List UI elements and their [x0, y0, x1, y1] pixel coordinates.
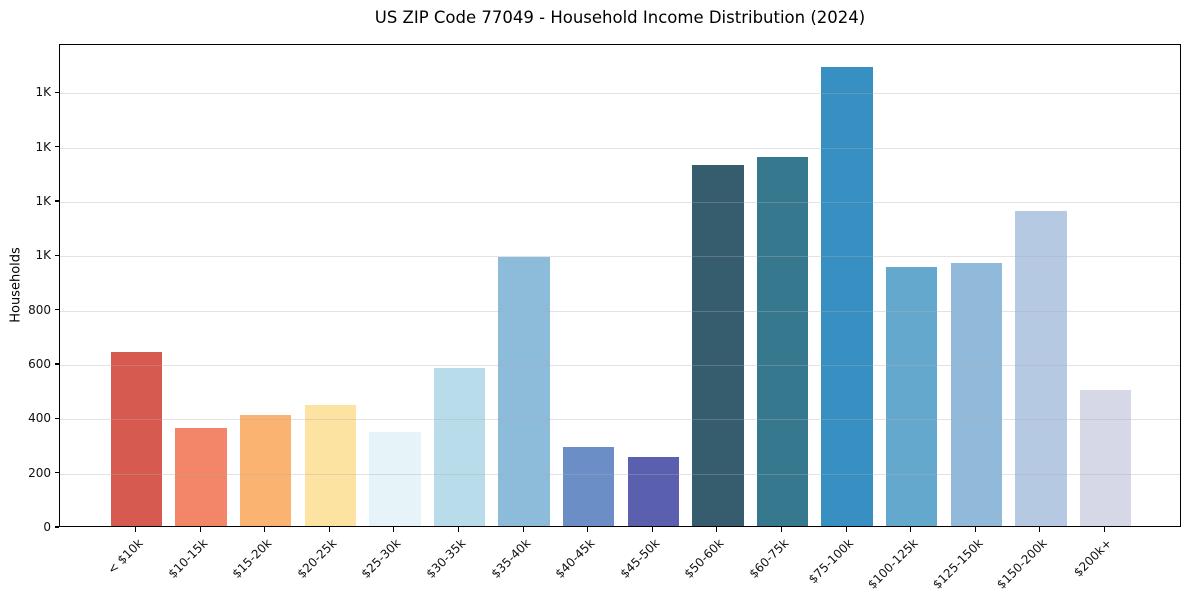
y-tick-mark — [54, 526, 59, 528]
gridline-200 — [60, 473, 1180, 475]
gridline-400 — [60, 419, 1180, 421]
x-tick-mark — [457, 527, 460, 532]
y-tick-label: 1K — [35, 248, 51, 263]
x-tick-mark — [587, 527, 589, 532]
gridline-1200 — [60, 202, 1180, 204]
bar-$25-30k — [369, 432, 421, 526]
x-tick-label: $15-20k — [229, 536, 275, 581]
x-tick-mark — [199, 527, 201, 532]
y-tick-mark — [54, 146, 59, 148]
x-tick-label: $50-60k — [681, 536, 727, 581]
y-tick-label: 1K — [35, 85, 51, 100]
x-tick-label: < $10k — [104, 536, 146, 577]
gridline-1400 — [60, 147, 1180, 149]
y-tick-mark — [54, 417, 59, 419]
x-tick-label: $40-45k — [552, 536, 598, 581]
x-tick-mark — [716, 527, 718, 532]
x-tick-mark — [134, 527, 137, 532]
plot-area — [59, 44, 1181, 527]
x-tick-label: $100-125k — [864, 536, 921, 590]
y-tick-mark — [54, 200, 59, 202]
y-tick-label: 200 — [28, 465, 51, 480]
y-tick-label: 1K — [35, 194, 51, 209]
bar-$15-20k — [239, 414, 292, 526]
y-tick-label: 600 — [28, 357, 51, 371]
x-tick-label: $75-100k — [805, 536, 857, 587]
x-tick-label: $45-50k — [617, 536, 663, 581]
x-tick-label: $150-200k — [994, 536, 1050, 590]
bar-$150-200k — [1015, 210, 1067, 526]
x-tick-label: $35-40k — [488, 536, 534, 581]
bar-$200k+ — [1079, 390, 1132, 526]
bar-$30-35k — [433, 368, 486, 526]
y-tick-label: 1K — [35, 139, 51, 154]
bar-$10-15k — [175, 428, 227, 526]
bar-$75-100k — [821, 66, 873, 526]
x-tick-mark — [780, 527, 783, 532]
gridline-800 — [60, 310, 1180, 312]
x-tick-mark — [651, 527, 653, 532]
gridline-1000 — [60, 256, 1180, 258]
x-tick-mark — [264, 527, 266, 532]
x-tick-mark — [1103, 527, 1106, 532]
chart-title: US ZIP Code 77049 - Household Income Dis… — [374, 8, 866, 27]
x-tick-mark — [1039, 527, 1041, 532]
x-tick-label: $30-35k — [423, 536, 469, 581]
bar-$45-50k — [627, 456, 680, 526]
bar-< $10k — [110, 352, 163, 526]
gridline-1600 — [60, 93, 1180, 95]
bar-$100-125k — [885, 266, 938, 526]
y-tick-mark — [54, 363, 59, 365]
x-tick-label: $200k+ — [1070, 536, 1115, 580]
y-tick-label: 400 — [28, 411, 51, 426]
x-tick-mark — [522, 527, 524, 532]
x-tick-mark — [910, 527, 912, 532]
y-tick-mark — [54, 472, 59, 474]
x-tick-label: $125-150k — [929, 536, 986, 590]
x-tick-label: $20-25k — [294, 536, 340, 581]
x-tick-label: $25-30k — [358, 536, 404, 581]
bar-$125-150k — [950, 262, 1003, 526]
bar-$60-75k — [756, 156, 809, 526]
x-tick-mark — [845, 527, 847, 532]
y-tick-label: 800 — [28, 302, 51, 317]
x-tick-mark — [328, 527, 330, 532]
bar-$40-45k — [562, 447, 615, 526]
bar-$35-40k — [498, 257, 550, 526]
x-tick-mark — [974, 527, 976, 532]
x-tick-mark — [393, 527, 395, 532]
gridline-600 — [60, 365, 1180, 366]
x-tick-label: $60-75k — [746, 536, 792, 581]
y-tick-mark — [54, 309, 59, 311]
y-tick-label: 0 — [43, 520, 51, 534]
bar-$50-60k — [692, 164, 744, 526]
bar-$20-25k — [304, 405, 357, 526]
y-tick-mark — [54, 254, 59, 256]
y-tick-mark — [54, 91, 59, 93]
x-tick-label: $10-15k — [165, 536, 211, 581]
